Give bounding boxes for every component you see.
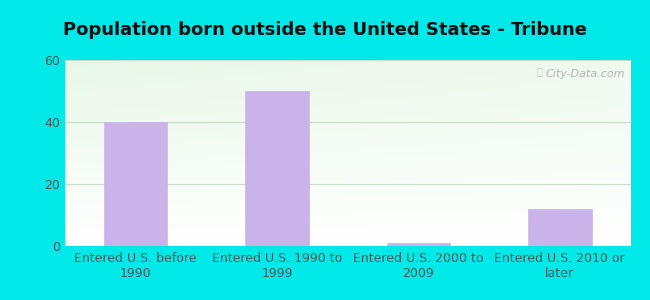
Bar — [245, 91, 309, 246]
Bar — [104, 122, 168, 246]
Text: City-Data.com: City-Data.com — [545, 69, 625, 79]
Text: Population born outside the United States - Tribune: Population born outside the United State… — [63, 21, 587, 39]
Bar — [387, 243, 450, 246]
Bar — [528, 209, 592, 246]
Text: 🔍: 🔍 — [537, 67, 543, 76]
